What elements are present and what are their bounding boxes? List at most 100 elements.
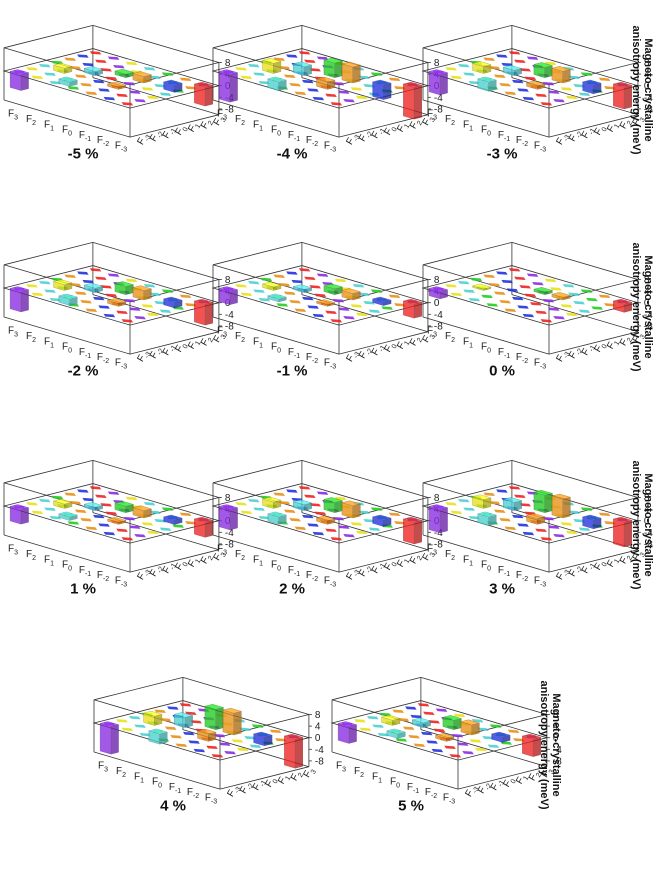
tick-base: F bbox=[489, 782, 502, 793]
zero-tile bbox=[103, 313, 116, 318]
tick-subscript: -3 bbox=[211, 798, 217, 805]
axis-box-edge bbox=[92, 242, 220, 280]
y-tick-label: F-2 bbox=[476, 780, 493, 797]
tick-base: F bbox=[445, 331, 451, 342]
tick-base: F bbox=[372, 771, 378, 782]
tick-base: F bbox=[580, 130, 593, 141]
x-tick-label: F-2 bbox=[97, 570, 109, 583]
tick-base: F bbox=[463, 788, 476, 799]
tick-base: F bbox=[463, 336, 469, 347]
y-tick-label: F-3 bbox=[554, 566, 571, 583]
y-tick-label: F3 bbox=[631, 549, 647, 564]
x-tick-label: F1 bbox=[253, 554, 263, 567]
zero-tile bbox=[504, 526, 517, 530]
zero-tile bbox=[420, 731, 433, 736]
tick-subscript: -2 bbox=[522, 141, 528, 148]
axis-box-edge bbox=[92, 25, 220, 63]
zero-tile bbox=[128, 90, 141, 94]
tick-subscript: 0 bbox=[487, 348, 491, 355]
zero-tile bbox=[462, 750, 474, 755]
zero-tile bbox=[463, 72, 475, 76]
tick-base: F bbox=[148, 568, 161, 579]
z-tick-label: 0 bbox=[434, 298, 440, 309]
bar bbox=[252, 731, 273, 747]
bar-front bbox=[403, 518, 415, 545]
bar-top bbox=[581, 514, 602, 521]
bar-top bbox=[315, 515, 336, 522]
z-axis-title-row2: Magneto-crystalline anisotropy energy (m… bbox=[630, 243, 654, 372]
bar-top bbox=[9, 286, 30, 292]
tick-base: F bbox=[264, 779, 277, 790]
zero-tile bbox=[532, 281, 544, 286]
tick-base: F bbox=[421, 552, 434, 563]
z-axis-title-line1: Magneto-crystalline bbox=[642, 255, 654, 358]
zero-tile bbox=[604, 521, 616, 525]
bar bbox=[196, 728, 217, 742]
z-tick-label: 8 bbox=[434, 493, 440, 504]
y-tick-label: F-1 bbox=[489, 776, 506, 793]
bar bbox=[9, 504, 30, 525]
zero-tile bbox=[146, 530, 159, 535]
y-tick-label: F3 bbox=[421, 549, 437, 564]
zero-tile bbox=[239, 727, 251, 731]
tick-subscript: -3 bbox=[330, 146, 336, 153]
zero-tile bbox=[388, 77, 401, 82]
zero-tile bbox=[141, 87, 154, 91]
bar-top bbox=[114, 281, 135, 287]
tick-subscript: -3 bbox=[563, 351, 572, 360]
tick-base: F bbox=[134, 771, 140, 782]
zero-tile bbox=[100, 503, 112, 507]
zero-tile bbox=[394, 521, 406, 525]
zero-tile bbox=[423, 711, 435, 716]
tick-subscript: 1 bbox=[50, 342, 54, 349]
zero-tile bbox=[395, 738, 408, 742]
zero-tile bbox=[314, 511, 327, 516]
bar-top bbox=[323, 57, 344, 64]
zero-tile bbox=[304, 59, 316, 64]
zero-tile bbox=[128, 715, 141, 720]
x-axis-ticks: F3 F2 F1 F0 F-1 F-2 F-3 bbox=[217, 544, 336, 589]
tick-base: F bbox=[344, 571, 357, 582]
tick-subscript: 2 bbox=[451, 120, 455, 127]
x-tick-label: F-3 bbox=[324, 140, 336, 153]
zero-tile bbox=[179, 703, 192, 707]
panel-caption: 2 % bbox=[279, 581, 305, 598]
tick-base: F bbox=[217, 109, 223, 120]
zero-tile bbox=[469, 739, 482, 743]
bar-front bbox=[337, 723, 350, 744]
bar-front bbox=[194, 83, 206, 107]
zero-tile bbox=[489, 724, 502, 728]
bar-side bbox=[334, 61, 343, 78]
zero-tile bbox=[568, 292, 580, 296]
tick-subscript: 0 bbox=[601, 343, 609, 350]
tick-subscript: 3 bbox=[639, 117, 647, 124]
bar-side bbox=[439, 72, 448, 96]
bar-top bbox=[337, 721, 358, 727]
bar-top bbox=[132, 285, 153, 291]
y-tick-label: F-2 bbox=[357, 128, 374, 145]
axis-box-edge bbox=[457, 766, 547, 790]
zero-tile bbox=[128, 307, 141, 311]
zero-tile bbox=[535, 93, 547, 98]
tick-base: F bbox=[186, 340, 199, 351]
zero-tile bbox=[211, 754, 224, 758]
axis-box-edge bbox=[129, 114, 219, 138]
x-tick-label: F-3 bbox=[324, 575, 336, 588]
tick-subscript: 0 bbox=[487, 566, 491, 573]
zero-tile bbox=[501, 279, 513, 284]
bar-top bbox=[411, 717, 432, 724]
tick-base: F bbox=[97, 352, 103, 363]
zero-tile bbox=[544, 278, 557, 283]
zero-tile bbox=[450, 510, 463, 515]
zero-tile bbox=[247, 63, 260, 68]
bar-front bbox=[551, 495, 563, 519]
bar-top bbox=[442, 715, 463, 721]
zero-tile bbox=[283, 509, 296, 513]
tick-subscript: 2 bbox=[416, 120, 424, 127]
tick-subscript: 0 bbox=[272, 778, 280, 785]
tick-subscript: -1 bbox=[378, 562, 387, 571]
zero-tile bbox=[38, 63, 51, 68]
